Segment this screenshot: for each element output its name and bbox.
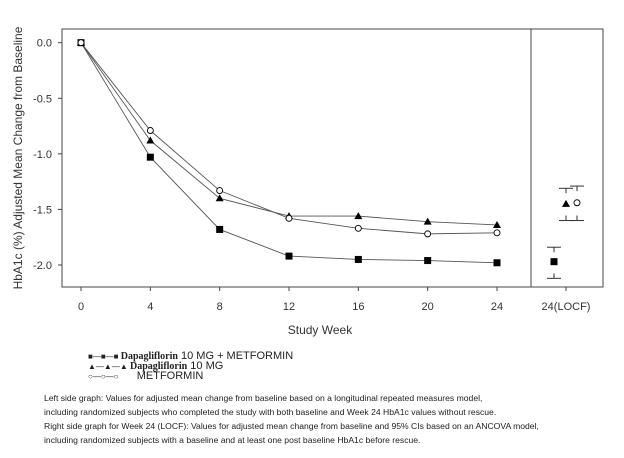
data-point-square	[146, 153, 154, 161]
data-point-circle	[146, 127, 154, 134]
x-tick-label: 24	[491, 301, 503, 313]
legend-drug: Dapagliflorin	[120, 351, 178, 362]
footnote-line: including randomized subjects who comple…	[44, 407, 497, 417]
x-tick-label: 0	[78, 301, 84, 313]
x-tick-label: 12	[283, 301, 295, 313]
legend-item: ■—■—■ Dapagliflorin 10 MG + METFORMIN	[88, 350, 293, 362]
series-line-triangle	[80, 42, 498, 226]
series-line-circle	[80, 42, 498, 235]
data-point-circle	[493, 229, 501, 237]
x-tick-label: 16	[352, 301, 364, 313]
locf-point-triangle	[562, 199, 570, 207]
series-line-square	[80, 42, 498, 264]
data-point-circle	[77, 39, 85, 47]
data-point-circle	[216, 187, 224, 194]
legend-label: METFORMIN	[136, 370, 204, 382]
legend-label: 10 MG + METFORMIN	[177, 350, 294, 362]
footnote-line: Left side graph: Values for adjusted mea…	[44, 393, 483, 403]
y-tick-label: -1.0	[33, 149, 52, 161]
data-point-square	[424, 257, 432, 265]
x-tick-label-locf: 24(LOCF)	[542, 301, 591, 313]
data-point-triangle	[354, 212, 363, 220]
legend-item: ○—○—○ METFORMIN	[88, 370, 203, 382]
legend-marker-circle-icon: ○—○—○	[88, 372, 121, 381]
data-point-triangle	[146, 136, 155, 144]
y-tick-label: -2.0	[33, 260, 52, 272]
x-tick-label: 4	[147, 301, 153, 313]
data-point-square	[493, 259, 501, 267]
data-point-square	[216, 225, 224, 233]
data-point-triangle	[423, 217, 432, 225]
plot-frame	[61, 28, 604, 288]
y-tick-label: -1.5	[33, 204, 52, 216]
legend-marker-square-icon: ■—■—■	[88, 352, 121, 361]
footnote-line: including randomized subjects with a bas…	[44, 435, 421, 445]
legend-item: ▲—▲—▲ Dapagliflorin 10 MG	[88, 360, 223, 372]
x-tick-label: 8	[217, 301, 223, 313]
legend-label: 10 MG	[187, 360, 224, 372]
chart: HbA1c (%) Adjusted Mean Change from Base…	[11, 26, 604, 337]
data-point-circle	[424, 230, 432, 238]
data-point-circle	[285, 214, 293, 222]
data-point-square	[285, 252, 293, 260]
y-axis-label: HbA1c (%) Adjusted Mean Change from Base…	[11, 26, 25, 289]
footnote-line: Right side graph for Week 24 (LOCF): Val…	[44, 421, 539, 431]
y-tick-label: -0.5	[33, 93, 52, 105]
x-axis-label: Study Week	[288, 323, 353, 337]
data-point-circle	[354, 224, 362, 232]
locf-point-square	[550, 258, 558, 266]
legend-marker-triangle-icon: ▲—▲—▲	[88, 362, 130, 371]
legend-drug: Dapagliflorin	[129, 361, 188, 372]
data-point-triangle	[493, 220, 501, 228]
y-tick-label: 0.0	[37, 38, 52, 50]
data-point-square	[354, 255, 362, 263]
locf-point-circle	[573, 199, 581, 207]
x-tick-label: 20	[422, 301, 434, 313]
data-point-triangle	[215, 194, 224, 202]
